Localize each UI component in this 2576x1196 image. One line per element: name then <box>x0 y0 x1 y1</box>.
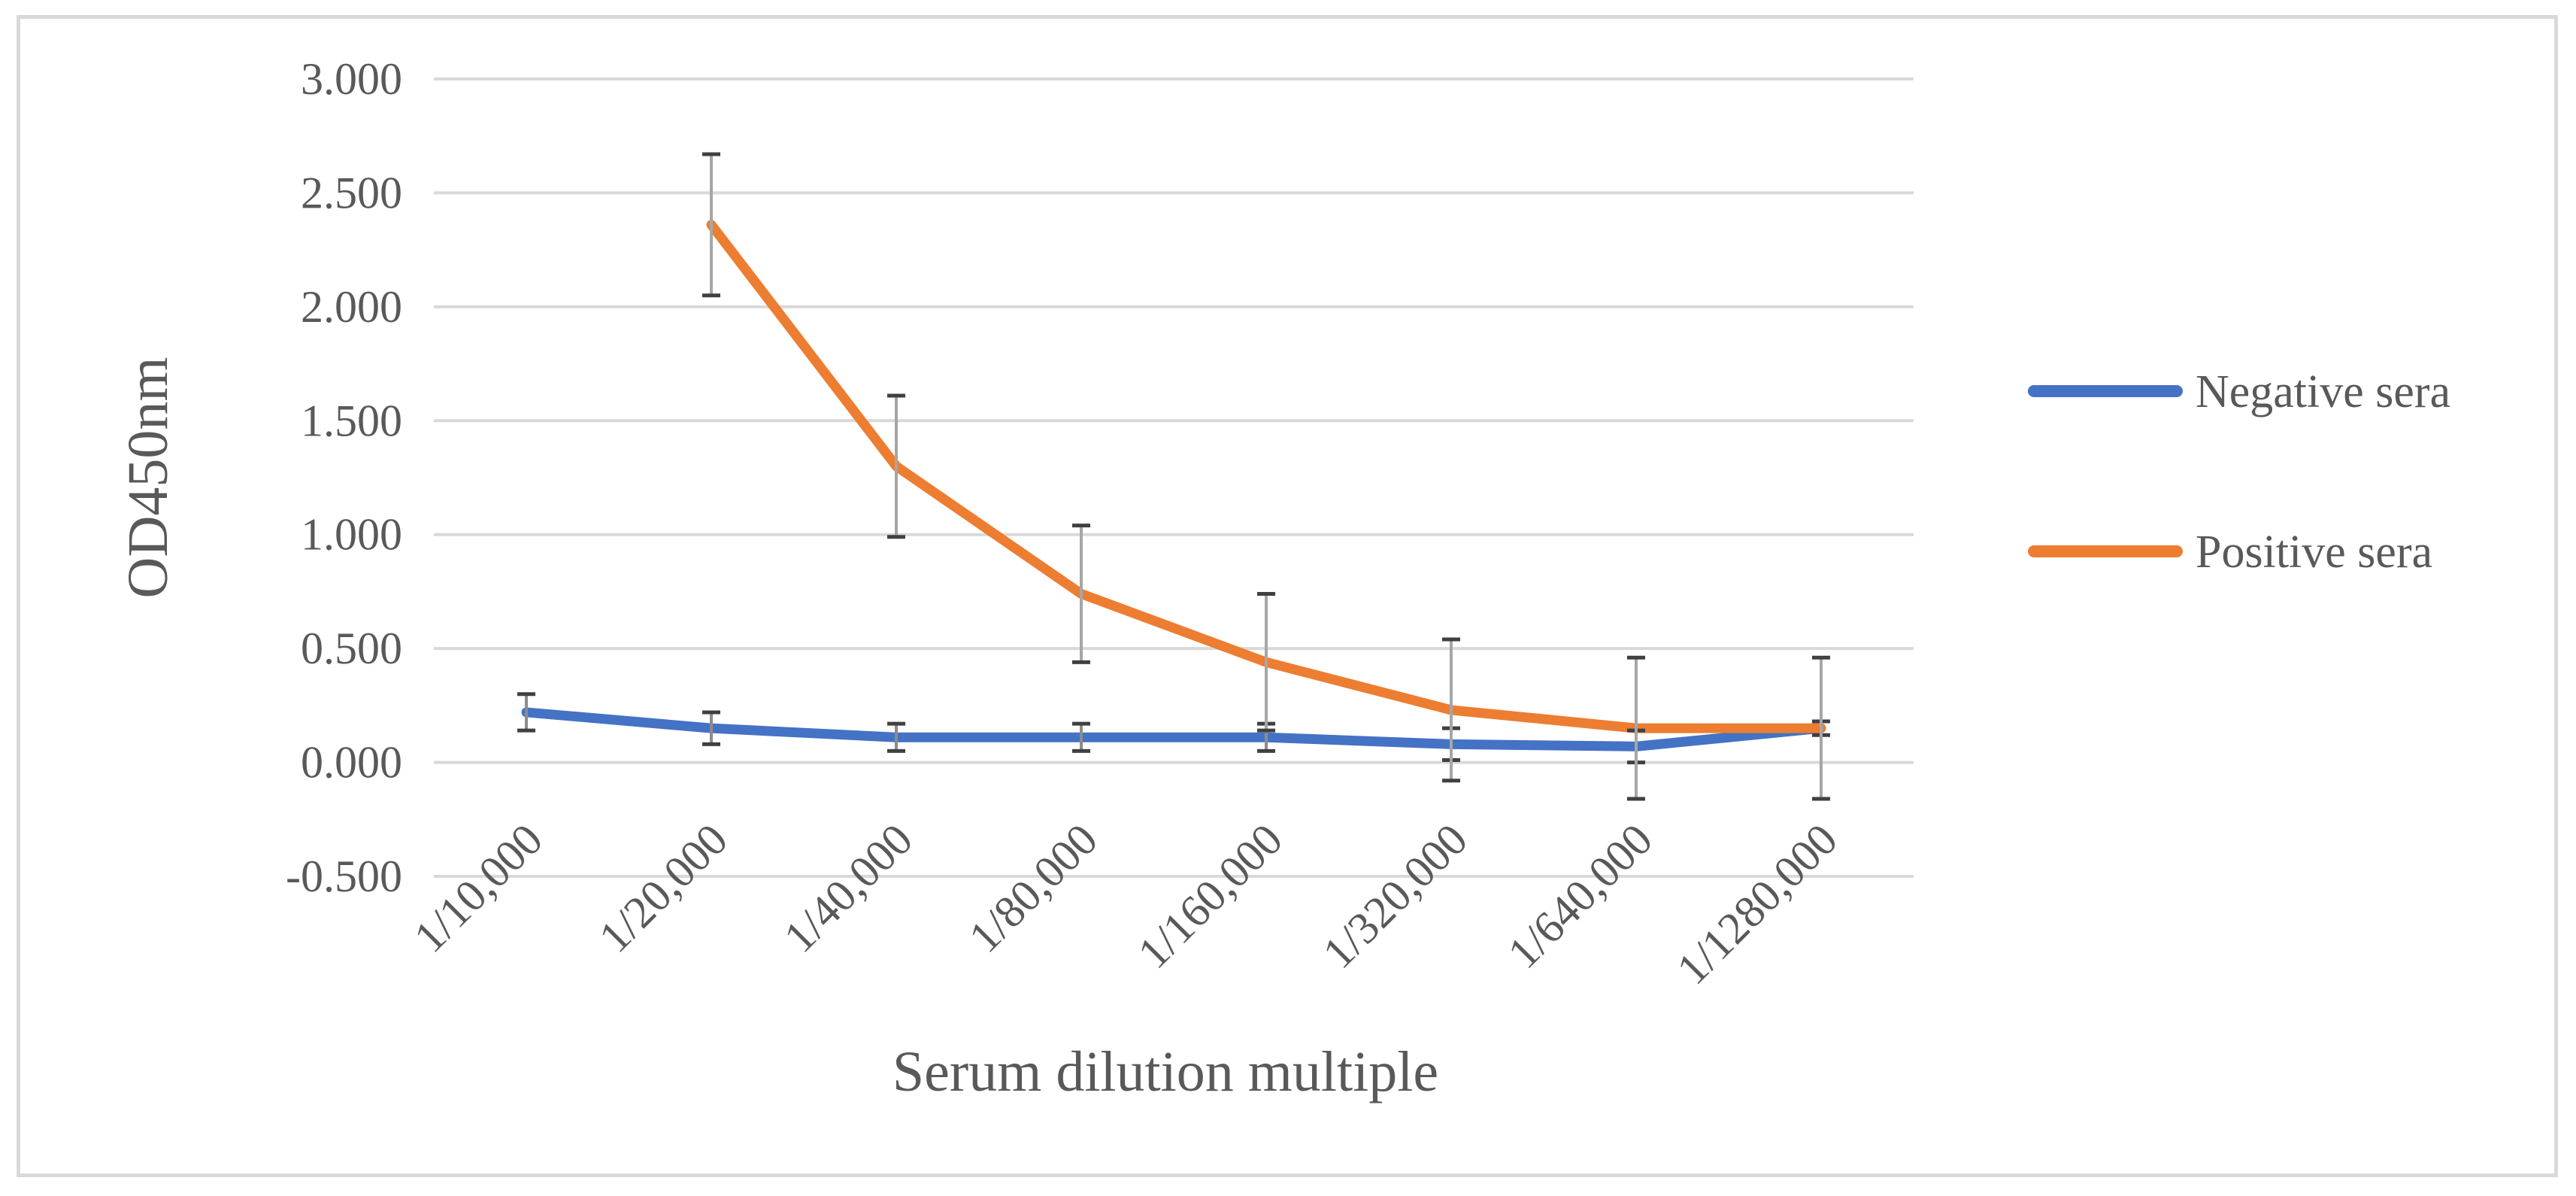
x-tick-label: 1/20,000 <box>589 815 737 962</box>
error-bar-positive <box>1812 655 1830 801</box>
error-bar-positive <box>1442 637 1460 783</box>
x-tick-label: 1/640,000 <box>1499 815 1662 979</box>
x-axis-title: Serum dilution multiple <box>893 1040 1438 1103</box>
error-bar-positive <box>702 152 720 298</box>
x-tick-label: 1/40,000 <box>774 815 922 962</box>
x-tick-label: 1/1280,000 <box>1667 815 1847 994</box>
y-tick-label: 3.000 <box>301 54 402 104</box>
x-tick-label: 1/160,000 <box>1129 815 1293 979</box>
x-axis-ticks: 1/10,000 1/20,000 1/40,000 1/80,000 1/160,00… <box>405 815 1847 994</box>
y-tick-label: 2.500 <box>301 168 402 217</box>
y-tick-label: 1.500 <box>301 396 402 445</box>
error-bars <box>517 152 1830 801</box>
y-axis-ticks: -0.500 0.000 0.500 1.000 1.500 2.000 2.500 3.00… <box>286 54 402 901</box>
error-bar-negative <box>887 721 905 753</box>
y-axis-title: OD450nm <box>117 357 180 599</box>
legend: Negative sera Positive sera <box>2028 366 2450 578</box>
error-bar-negative <box>1072 721 1090 753</box>
series-lines <box>521 220 1826 751</box>
chart-frame <box>17 15 2558 1177</box>
error-bar-positive <box>887 393 905 539</box>
legend-label-positive: Positive sera <box>2196 527 2432 578</box>
legend-label-negative: Negative sera <box>2196 366 2450 417</box>
error-bar-negative <box>702 710 720 746</box>
x-tick-label: 1/10,000 <box>405 815 552 962</box>
series-line-negative <box>521 707 1826 751</box>
error-bar-negative <box>517 692 535 733</box>
x-tick-label: 1/320,000 <box>1314 815 1477 979</box>
y-tick-label: 1.000 <box>301 510 402 560</box>
y-tick-label: 0.000 <box>301 738 402 788</box>
x-tick-label: 1/80,000 <box>959 815 1107 962</box>
y-tick-label: 0.500 <box>301 624 402 673</box>
gridlines <box>434 77 1914 878</box>
error-bar-positive <box>1257 591 1275 733</box>
y-tick-label: 2.000 <box>301 282 402 332</box>
y-tick-label: -0.500 <box>286 851 402 901</box>
error-bar-positive <box>1072 524 1090 664</box>
error-bar-positive <box>1627 655 1645 801</box>
